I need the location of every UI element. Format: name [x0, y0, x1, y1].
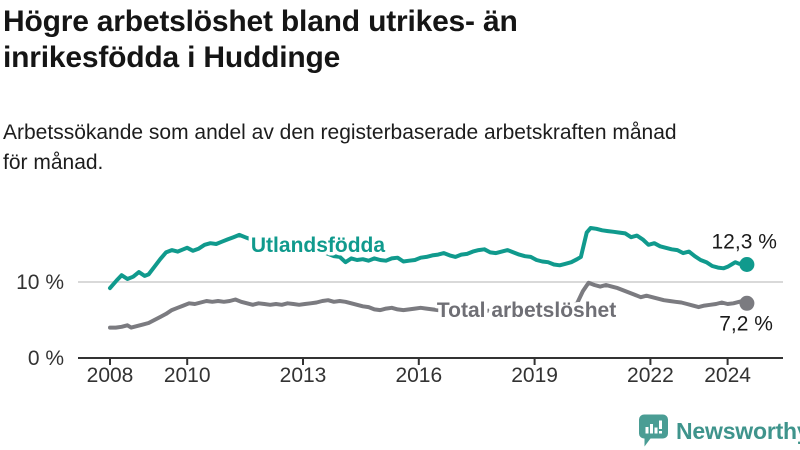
page-title: Högre arbetslöshet bland utrikes- än inr… — [3, 4, 518, 76]
series-label-utlandsfodda: Utlandsfödda — [251, 234, 385, 257]
x-tick-label: 2013 — [280, 364, 327, 387]
end-value-label-utlandsfodda: 12,3 % — [712, 231, 777, 254]
series-annotations: Utlandsfödda Total arbetslöshet 12,3 % 7… — [247, 228, 780, 339]
x-tick-label: 2024 — [704, 364, 751, 387]
series-label-total: Total arbetslöshet — [437, 299, 616, 322]
x-tick-label: 2008 — [87, 364, 134, 387]
x-tick-label: 2022 — [627, 364, 674, 387]
x-tick-label: 2019 — [511, 364, 558, 387]
newsworthy-chart-bubble-icon — [639, 414, 668, 447]
series-lines — [108, 226, 755, 330]
x-tick-label: 2010 — [164, 364, 211, 387]
newsworthy-logo: Newsworthy — [639, 414, 800, 448]
y-tick-label: 10 % — [16, 271, 64, 294]
x-tick-label: 2016 — [395, 364, 442, 387]
series-line-0 — [108, 226, 749, 291]
x-axis: 2008 2010 2013 2016 2019 2022 2024 — [78, 357, 783, 387]
subtitle-line-2: för månad. — [3, 151, 104, 174]
end-value-label-total: 7,2 % — [719, 312, 773, 335]
title-line-2: inrikesfödda i Huddinge — [3, 41, 341, 74]
title-line-1: Högre arbetslöshet bland utrikes- än — [3, 5, 518, 38]
series-end-dot-0 — [739, 257, 755, 272]
y-axis-labels: 0 % 10 % — [16, 271, 64, 370]
y-tick-label: 0 % — [28, 347, 64, 370]
subtitle-line-1: Arbetssökande som andel av den registerb… — [3, 121, 677, 144]
series-line-1 — [108, 280, 749, 330]
series-end-dot-1 — [739, 295, 755, 311]
chart-subtitle: Arbetssökande som andel av den registerb… — [3, 118, 677, 178]
newsworthy-wordmark: Newsworthy — [676, 417, 800, 444]
